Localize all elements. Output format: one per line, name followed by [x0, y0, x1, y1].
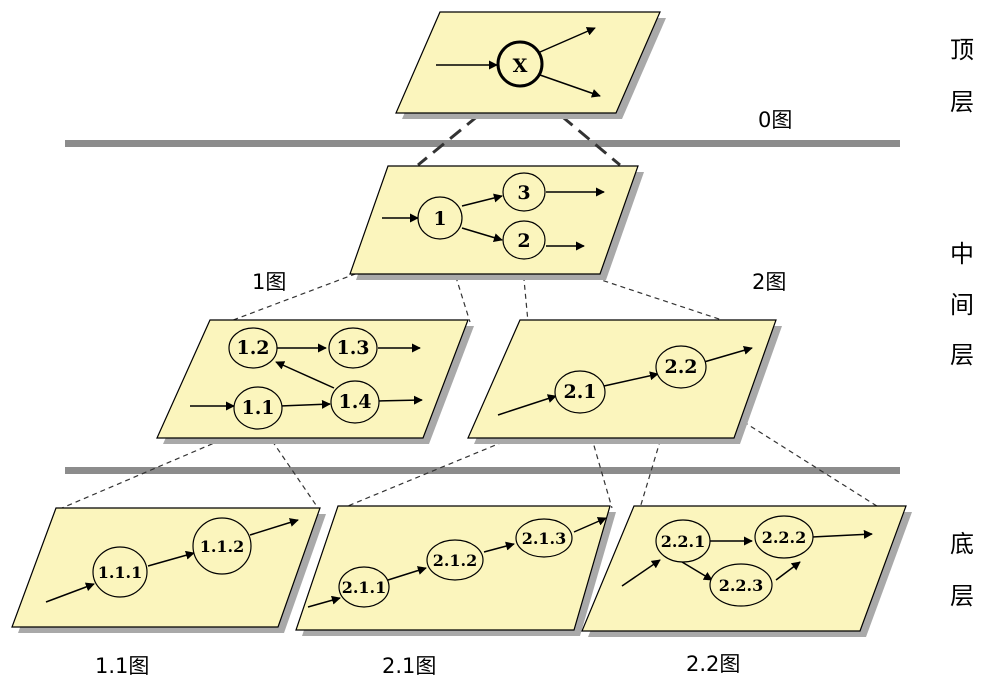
layer-top-char-1: 顶 [950, 36, 974, 64]
layer-middle-char-2: 间 [950, 291, 974, 319]
process-1-1-1-circle [92, 546, 148, 598]
panel-diagram-0: X [395, 11, 666, 119]
process-2-2-circle [655, 345, 707, 389]
process-1-3-circle [328, 327, 378, 369]
process-3-circle [502, 172, 546, 212]
process-x-circle [496, 40, 544, 88]
panel-diagram-middle: 1 3 2 [349, 165, 644, 280]
caption-diagram-1: 1图 [252, 270, 286, 294]
process-2-1-2-circle [426, 539, 484, 581]
connector-lines [61, 86, 881, 509]
layer-middle-char-1: 中 [950, 240, 974, 268]
layer-top-char-2: 层 [950, 88, 974, 116]
process-1-4-circle [330, 380, 380, 424]
panel-diagram-2-2: 2.2.1 2.2.2 2.2.3 [581, 505, 912, 637]
process-1-label: 1 [433, 208, 446, 230]
caption-diagram-2: 2图 [752, 270, 786, 294]
process-1-1-2-circle [192, 517, 252, 575]
process-1-circle [417, 196, 463, 240]
process-2-1-1-label: 2.1.1 [342, 578, 387, 597]
process-2-1-1-circle [338, 566, 390, 608]
panel-diagram-2-1: 2.1.1 2.1.2 2.1.3 [295, 505, 616, 636]
process-2-1-3-label: 2.1.3 [522, 529, 567, 548]
process-2-2-2-circle [754, 515, 814, 559]
layer-middle-char-3: 层 [950, 341, 974, 369]
layer-bottom-char-2: 层 [950, 582, 974, 610]
caption-diagram-0: 0图 [758, 108, 792, 132]
process-x-label: X [513, 55, 528, 77]
process-2-2-2-label: 2.2.2 [762, 528, 807, 547]
process-2-circle [502, 220, 546, 260]
process-2-1-3-circle [515, 518, 573, 558]
process-1-1-1-label: 1.1.1 [98, 563, 143, 582]
process-2-2-3-circle [709, 563, 773, 607]
process-1-1-label: 1.1 [241, 397, 274, 419]
process-2-1-label: 2.1 [563, 381, 596, 403]
process-2-2-1-label: 2.2.1 [661, 532, 706, 551]
panel-diagram-2: 2.1 2.2 [467, 319, 782, 444]
process-2-label: 2 [517, 230, 530, 252]
separator-top [65, 140, 900, 147]
process-2-1-2-label: 2.1.2 [433, 551, 478, 570]
caption-diagram-2-1: 2.1图 [382, 654, 436, 678]
process-3-label: 3 [517, 182, 530, 204]
caption-diagram-2-2: 2.2图 [686, 652, 740, 676]
process-2-2-label: 2.2 [664, 356, 697, 378]
panel-diagram-1-1: 1.1.1 1.1.2 [11, 507, 326, 633]
layer-bottom-char-1: 底 [950, 530, 974, 558]
process-1-3-label: 1.3 [336, 337, 369, 359]
process-2-2-3-label: 2.2.3 [719, 576, 764, 595]
separator-bottom [65, 467, 900, 474]
process-1-2-label: 1.2 [236, 337, 269, 359]
panel-diagram-1: 1.2 1.3 1.1 1.4 [156, 319, 474, 444]
process-1-1-circle [233, 386, 283, 430]
process-1-1-2-label: 1.1.2 [200, 537, 245, 556]
process-2-1-circle [554, 370, 606, 414]
caption-diagram-1-1: 1.1图 [95, 654, 149, 678]
process-2-2-1-circle [655, 519, 711, 563]
process-1-4-label: 1.4 [338, 391, 371, 413]
process-1-2-circle [228, 327, 278, 369]
